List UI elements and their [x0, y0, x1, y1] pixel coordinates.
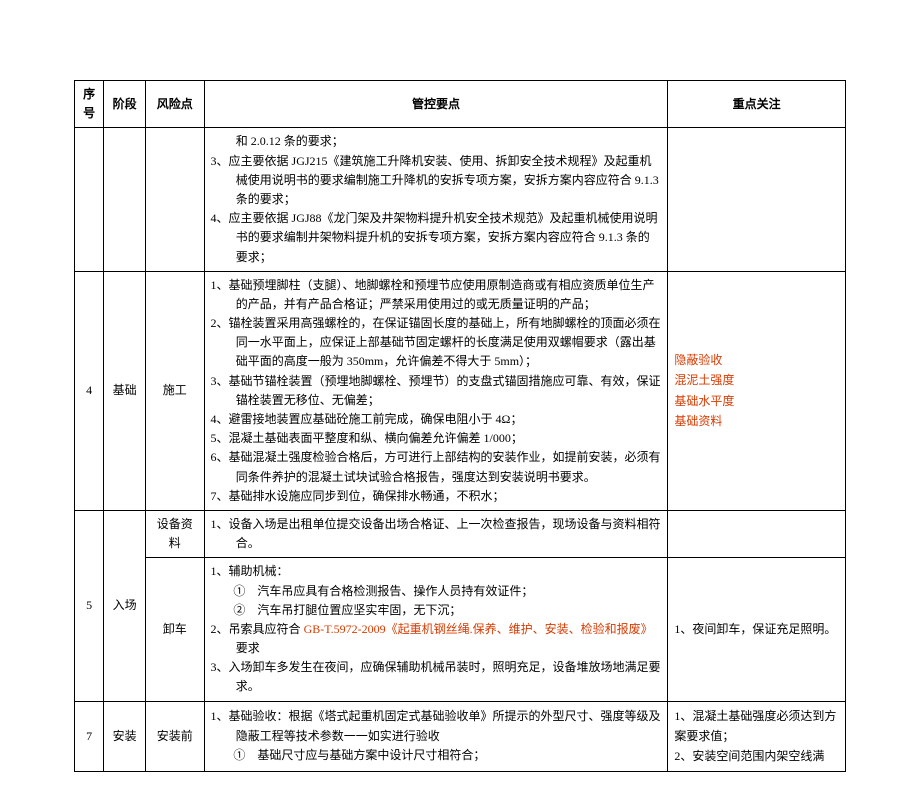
col-header-focus: 重点关注	[668, 81, 846, 128]
focus-line: 2、安装空间范围内架空线满	[674, 746, 839, 766]
cell-seq: 4	[75, 271, 104, 510]
point-item: 2、吊索具应符合 GB-T.5972-2009《起重机钢丝绳.保养、维护、安装、…	[211, 620, 662, 658]
point-subitem: ① 汽车吊应具有合格检测报告、操作人员持有效证件；	[211, 582, 662, 601]
cell-points: 1、基础验收：根据《塔式起重机固定式基础验收单》所提示的外型尺寸、强度等级及隐蔽…	[204, 701, 668, 771]
point-item: 4、避雷接地装置应基础砼施工前完成，确保电阻小于 4Ω；	[211, 410, 662, 429]
cell-risk: 安装前	[146, 701, 205, 771]
risk-control-table: 序号 阶段 风险点 管控要点 重点关注 和 2.0.12 条的要求； 3、应主要…	[74, 80, 846, 772]
cell-seq	[75, 128, 104, 271]
point-item: 1、基础预埋脚柱（支腿）、地脚螺栓和预埋节应使用原制造商或有相应资质单位生产的产…	[211, 276, 662, 314]
col-header-seq: 序号	[75, 81, 104, 128]
point-item: 2、锚栓装置采用高强螺栓的，在保证锚固长度的基础上，所有地脚螺栓的顶面必须在同一…	[211, 314, 662, 372]
focus-line: 基础水平度	[674, 391, 839, 411]
cell-focus: 1、混凝土基础强度必须达到方案要求值； 2、安装空间范围内架空线满	[668, 701, 846, 771]
point-item: 5、混凝土基础表面平整度和纵、横向偏差允许偏差 1/000；	[211, 429, 662, 448]
cell-risk: 设备资料	[146, 510, 205, 557]
point-item: 6、基础混凝土强度检验合格后，方可进行上部结构的安装作业，如提前安装，必须有同条…	[211, 448, 662, 486]
point-item: 7、基础排水设施应同步到位，确保排水畅通，不积水；	[211, 487, 662, 506]
cell-points: 1、设备入场是出租单位提交设备出场合格证、上一次检查报告，现场设备与资料相符合。	[204, 510, 668, 557]
col-header-phase: 阶段	[104, 81, 146, 128]
focus-line: 混泥土强度	[674, 370, 839, 390]
table-header-row: 序号 阶段 风险点 管控要点 重点关注	[75, 81, 846, 128]
point-item: 3、基础节锚栓装置（预埋地脚螺栓、预埋节）的支盘式锚固措施应可靠、有效，保证锚栓…	[211, 372, 662, 410]
point-item: 4、应主要依据 JGJ88《龙门架及井架物料提升机安全技术规范》及起重机械使用说…	[211, 209, 662, 267]
cell-risk: 卸车	[146, 558, 205, 701]
table-row: 卸车 1、辅助机械： ① 汽车吊应具有合格检测报告、操作人员持有效证件； ② 汽…	[75, 558, 846, 701]
point-item: 和 2.0.12 条的要求；	[211, 132, 662, 151]
col-header-points: 管控要点	[204, 81, 668, 128]
point-item: 1、基础验收：根据《塔式起重机固定式基础验收单》所提示的外型尺寸、强度等级及隐蔽…	[211, 707, 662, 745]
cell-points: 1、基础预埋脚柱（支腿）、地脚螺栓和预埋节应使用原制造商或有相应资质单位生产的产…	[204, 271, 668, 510]
cell-seq: 7	[75, 701, 104, 771]
point-item: 3、入场卸车多发生在夜间，应确保辅助机械吊装时，照明充足，设备堆放场地满足要求。	[211, 658, 662, 696]
cell-phase: 基础	[104, 271, 146, 510]
cell-phase: 安装	[104, 701, 146, 771]
focus-line: 隐蔽验收	[674, 350, 839, 370]
point-item: 1、设备入场是出租单位提交设备出场合格证、上一次检查报告，现场设备与资料相符合。	[211, 515, 662, 553]
cell-points: 1、辅助机械： ① 汽车吊应具有合格检测报告、操作人员持有效证件； ② 汽车吊打…	[204, 558, 668, 701]
cell-focus	[668, 128, 846, 271]
cell-focus	[668, 510, 846, 557]
table-row: 和 2.0.12 条的要求； 3、应主要依据 JGJ215《建筑施工升降机安装、…	[75, 128, 846, 271]
cell-risk	[146, 128, 205, 271]
cell-phase	[104, 128, 146, 271]
cell-risk: 施工	[146, 271, 205, 510]
cell-seq: 5	[75, 510, 104, 701]
cell-phase: 入场	[104, 510, 146, 701]
focus-line: 基础资料	[674, 411, 839, 431]
point-item: 3、应主要依据 JGJ215《建筑施工升降机安装、使用、拆卸安全技术规程》及起重…	[211, 152, 662, 210]
col-header-risk: 风险点	[146, 81, 205, 128]
focus-line: 1、混凝土基础强度必须达到方案要求值；	[674, 706, 839, 747]
table-row: 4 基础 施工 1、基础预埋脚柱（支腿）、地脚螺栓和预埋节应使用原制造商或有相应…	[75, 271, 846, 510]
table-row: 5 入场 设备资料 1、设备入场是出租单位提交设备出场合格证、上一次检查报告，现…	[75, 510, 846, 557]
cell-points: 和 2.0.12 条的要求； 3、应主要依据 JGJ215《建筑施工升降机安装、…	[204, 128, 668, 271]
point-item: 1、辅助机械：	[211, 562, 662, 581]
table-row: 7 安装 安装前 1、基础验收：根据《塔式起重机固定式基础验收单》所提示的外型尺…	[75, 701, 846, 771]
cell-focus: 隐蔽验收 混泥土强度 基础水平度 基础资料	[668, 271, 846, 510]
cell-focus: 1、夜间卸车，保证充足照明。	[668, 558, 846, 701]
point-subitem: ① 基础尺寸应与基础方案中设计尺寸相符合；	[211, 746, 662, 765]
point-subitem: ② 汽车吊打腿位置应坚实牢固，无下沉；	[211, 601, 662, 620]
